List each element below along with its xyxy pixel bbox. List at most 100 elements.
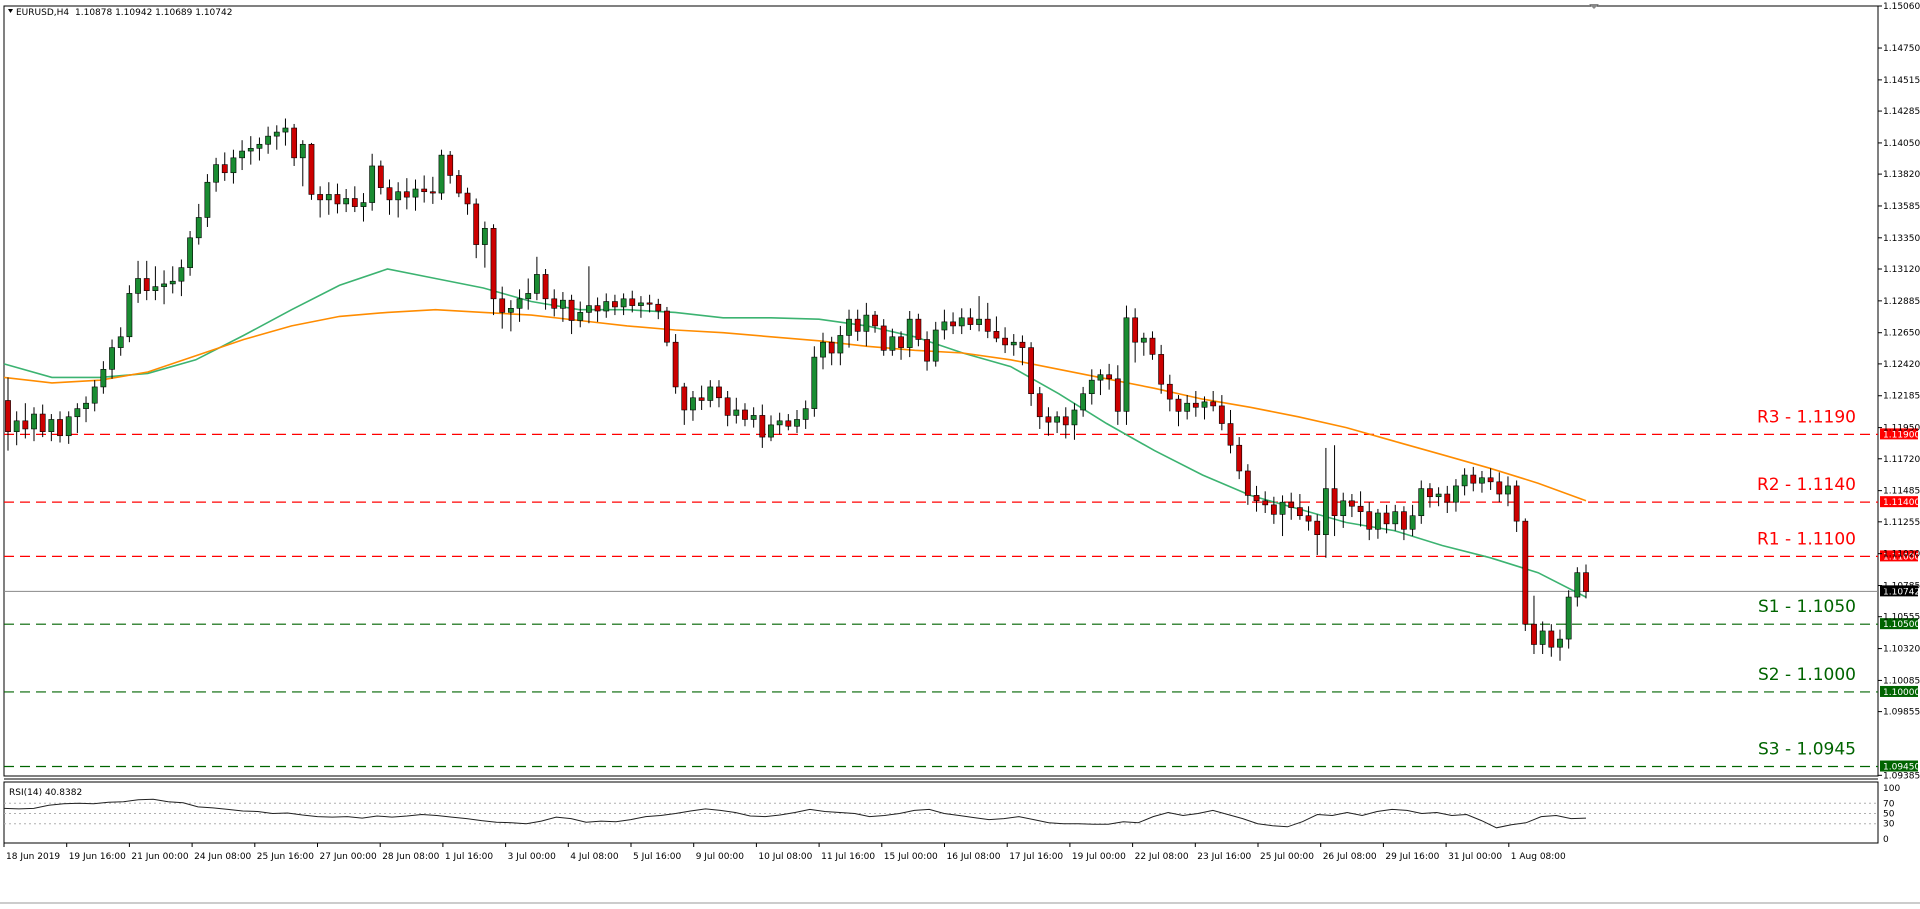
bear-candle[interactable] [1253, 485, 1260, 512]
bear-candle[interactable] [1314, 514, 1321, 556]
bull-candle[interactable] [638, 296, 644, 318]
bull-candle[interactable] [1340, 492, 1347, 528]
bear-candle[interactable] [1349, 494, 1355, 518]
bear-candle[interactable] [22, 403, 29, 439]
bull-candle[interactable] [187, 231, 193, 276]
bear-candle[interactable] [1270, 496, 1277, 524]
bear-candle[interactable] [646, 294, 653, 313]
bear-candle[interactable] [924, 331, 930, 371]
bear-candle[interactable] [1002, 327, 1008, 354]
bear-candle[interactable] [317, 186, 324, 218]
bear-candle[interactable] [377, 160, 384, 195]
bear-candle[interactable] [308, 142, 315, 200]
bear-candle[interactable] [1331, 445, 1338, 537]
bear-candle[interactable] [1045, 407, 1052, 436]
bear-candle[interactable] [1427, 483, 1433, 508]
bear-candle[interactable] [1366, 502, 1373, 541]
bull-candle[interactable] [239, 140, 245, 171]
bull-candle[interactable] [802, 400, 809, 429]
bear-candle[interactable] [785, 414, 792, 431]
bear-candle[interactable] [334, 183, 341, 214]
bull-candle[interactable] [620, 293, 627, 316]
bull-candle[interactable] [603, 293, 610, 318]
bull-candle[interactable] [1201, 396, 1208, 420]
bear-candle[interactable] [1470, 466, 1477, 492]
bear-candle[interactable] [629, 290, 636, 313]
bear-candle[interactable] [950, 312, 956, 335]
bull-candle[interactable] [1010, 334, 1017, 356]
bull-candle[interactable] [135, 260, 141, 303]
bear-candle[interactable] [898, 331, 904, 360]
bull-candle[interactable] [906, 311, 913, 358]
bull-candle[interactable] [412, 179, 419, 211]
bear-candle[interactable] [351, 186, 358, 213]
bear-candle[interactable] [499, 286, 506, 329]
bull-candle[interactable] [707, 380, 714, 408]
bull-candle[interactable] [152, 266, 159, 301]
bear-candle[interactable] [1583, 564, 1589, 599]
bull-candle[interactable] [932, 321, 939, 367]
bull-candle[interactable] [1479, 470, 1485, 493]
bull-candle[interactable] [204, 174, 211, 227]
bear-candle[interactable] [386, 179, 393, 215]
bear-candle[interactable] [429, 176, 436, 204]
bull-candle[interactable] [1461, 468, 1468, 496]
bull-candle[interactable] [820, 332, 826, 370]
bear-candle[interactable] [993, 316, 1000, 343]
bull-candle[interactable] [195, 203, 202, 245]
bear-candle[interactable] [490, 224, 497, 316]
bear-candle[interactable] [403, 178, 410, 210]
bull-candle[interactable] [794, 409, 800, 434]
bear-candle[interactable] [1513, 480, 1520, 532]
bear-candle[interactable] [291, 123, 298, 166]
bear-candle[interactable] [1244, 464, 1251, 505]
bear-candle[interactable] [1444, 485, 1451, 514]
bear-candle[interactable] [698, 385, 705, 410]
bear-candle[interactable] [984, 302, 991, 339]
bear-candle[interactable] [681, 382, 688, 425]
bear-candle[interactable] [447, 151, 454, 184]
bear-candle[interactable] [1166, 374, 1173, 412]
bull-candle[interactable] [343, 189, 350, 213]
bear-candle[interactable] [742, 403, 748, 427]
bear-candle[interactable] [421, 175, 428, 203]
bull-candle[interactable] [586, 266, 592, 324]
bear-candle[interactable] [1305, 506, 1312, 531]
bear-candle[interactable] [828, 336, 835, 366]
bull-candle[interactable] [1080, 386, 1087, 417]
bear-candle[interactable] [1175, 395, 1182, 427]
bull-candle[interactable] [811, 346, 818, 417]
bear-candle[interactable] [1149, 331, 1156, 360]
bull-candle[interactable] [1097, 369, 1104, 396]
bear-candle[interactable] [1548, 624, 1555, 657]
bull-candle[interactable] [1574, 567, 1581, 607]
bear-candle[interactable] [612, 294, 618, 316]
bull-candle[interactable] [65, 411, 72, 444]
bear-candle[interactable] [672, 334, 679, 394]
bear-candle[interactable] [143, 260, 150, 301]
chart-shift-icon[interactable] [1589, 4, 1599, 9]
bull-candle[interactable] [178, 259, 185, 297]
bear-candle[interactable] [915, 313, 922, 347]
bull-candle[interactable] [1392, 504, 1399, 531]
bear-candle[interactable] [1106, 363, 1113, 390]
bear-candle[interactable] [1062, 407, 1069, 439]
bear-candle[interactable] [655, 298, 662, 320]
bear-candle[interactable] [967, 308, 974, 330]
bull-candle[interactable] [1123, 305, 1130, 425]
bull-candle[interactable] [109, 339, 115, 379]
bear-candle[interactable] [473, 198, 480, 259]
bull-candle[interactable] [1409, 504, 1416, 537]
bear-candle[interactable] [1496, 472, 1503, 503]
bear-candle[interactable] [716, 380, 722, 408]
bear-candle[interactable] [568, 294, 575, 335]
bull-candle[interactable] [560, 292, 566, 322]
bull-candle[interactable] [533, 256, 540, 301]
bear-candle[interactable] [880, 319, 887, 356]
bull-candle[interactable] [126, 285, 133, 343]
window-menu-icon[interactable] [8, 9, 13, 13]
bull-candle[interactable] [768, 415, 774, 442]
bull-candle[interactable] [117, 327, 124, 356]
